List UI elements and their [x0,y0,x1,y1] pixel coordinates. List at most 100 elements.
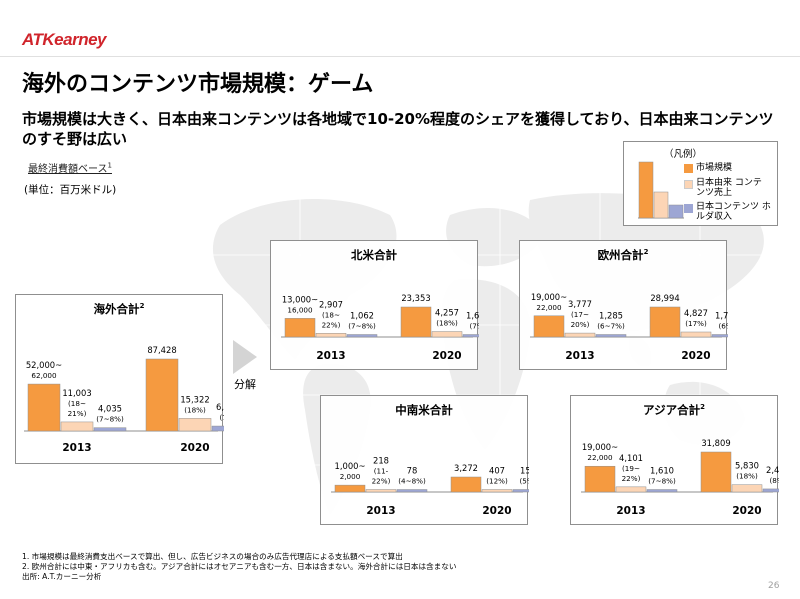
page-number: 26 [768,581,780,591]
bar-japan-holder-2020 [711,334,728,338]
category-label-2013: 2013 [62,442,91,454]
data-label-market-2013: 19,000~ 22,000 [531,292,567,312]
legend-sample-holder-bar [668,204,684,219]
data-label-japan-holder-2020: 6,004(7%) [216,402,224,422]
bar-japan-holder-2013 [93,427,127,432]
panel-title-text: 北米合計 [351,248,397,262]
panel-title-text: アジア合計 [643,403,701,417]
category-label-2020: 2020 [732,505,761,517]
page-title: 海外のコンテンツ市場規模：ゲーム [22,72,374,97]
category-label-2013: 2013 [366,505,395,517]
category-label-2013: 2013 [316,350,345,362]
data-label-market-2013: 13,000~ 16,000 [282,294,318,314]
data-label-japan-origin-2020: 4,257 (18%) [435,308,459,328]
company-logo: ATKearney [22,30,107,49]
bar-chart-latin-america: 1,000~ 2,000 218 (11-22%) 78 (4~8%) 2013 3,272 4… [331,456,529,517]
footnote-1: 1. 市場規模は最終消費支出ベースで算出、但し、広告ビジネスの場合のみ広告代理店… [22,552,403,561]
bar-japan-origin-2013 [365,489,397,493]
category-label-2020: 2020 [681,350,710,362]
bar-japan-origin-2013 [564,332,596,338]
bar-japan-origin-2013 [60,421,94,432]
legend-box: （凡例） 市場規模 日本由来 コンテンツ売上 日本コンテンツ ホルダ収入 [623,141,778,226]
panel-asia: アジア合計2 19,000~ 22,000 4,101 (19~ 22%) 1,610 (7… [570,395,779,525]
decompose-arrow-icon [233,340,257,374]
data-label-market-2020: 23,353 [401,293,430,303]
bar-market-2020 [400,306,432,338]
data-label-japan-origin-2020: 4,827 (17%) [684,308,708,328]
header-divider [0,56,800,57]
panel-title: 北米合計 [271,247,477,263]
legend-label-holder: 日本コンテンツ ホルダ収入 [696,202,771,222]
data-label-market-2013: 19,000~ 22,000 [582,442,618,462]
basis-label: 最終消費額ベース1 [28,160,112,175]
footnotes: 1. 市場規模は最終消費支出ベースで算出、但し、広告ビジネスの場合のみ広告代理店… [22,552,456,582]
panel-north-america: 北米合計 13,000~ 16,000 2,907 (18~ 22%) 1,062 (7~8… [270,240,479,370]
data-label-market-2020: 28,994 [650,293,679,303]
bar-japan-origin-2020 [178,418,212,432]
legend-label-market: 市場規模 [696,163,733,173]
data-label-japan-origin-2020: 15,322 (18%) [180,394,209,414]
data-label-japan-holder-2013: 4,035 (7~8%) [96,404,124,424]
bar-market-2013 [533,315,565,338]
decompose-label: 分解 [234,378,256,391]
data-label-market-2020: 31,809 [701,438,730,448]
data-label-japan-origin-2020: 407 (12%) [486,466,508,486]
legend-label-origin: 日本由来 コンテンツ売上 [696,178,762,198]
data-label-japan-origin-2013: 4,101 (19~ 22%) [619,453,643,483]
bar-market-2013 [584,465,616,493]
bar-japan-origin-2020 [680,331,712,338]
category-label-2020: 2020 [180,442,209,454]
panel-overseas: 海外合計2 52,000~ 62,000 11,003 (18~ 21%) 4,035 (7… [15,294,224,464]
legend-swatch-origin [684,180,693,189]
data-label-japan-holder-2013: 1,062 (7~8%) [348,311,376,331]
panel-title: 欧州合計2 [520,247,726,263]
bar-japan-origin-2013 [315,333,347,338]
bar-japan-holder-2020 [512,489,529,493]
footnote-source: 出所: A.T.カーニー分析 [22,572,102,581]
panel-latin-america: 中南米合計 1,000~ 2,000 218 (11-22%) 78 (4~8%) 2013… [320,395,529,525]
panel-title-note: 2 [700,403,705,412]
legend-sample-origin-bar [653,191,669,219]
bar-market-2020 [450,476,482,493]
data-label-japan-origin-2013: 218 (11-22%) [372,456,391,486]
legend-swatch-market [684,164,693,173]
data-label-japan-holder-2013: 78 (4~8%) [398,466,426,486]
bar-japan-holder-2020 [462,334,479,338]
legend-sample-market-bar [638,161,654,219]
data-label-market-2013: 52,000~ 62,000 [26,360,62,380]
page-subtitle: 市場規模は大きく、日本由来コンテンツは各地域で10-20%程度のシェアを獲得して… [22,110,774,148]
bar-japan-holder-2013 [595,334,627,338]
legend-title: （凡例） [664,149,703,160]
data-label-market-2013: 1,000~ 2,000 [335,461,366,481]
data-label-japan-origin-2013: 2,907 (18~ 22%) [319,299,343,329]
bar-japan-origin-2020 [731,484,763,493]
basis-note-mark: 1 [107,161,112,170]
data-label-japan-origin-2013: 11,003 (18~ 21%) [62,388,91,418]
data-label-japan-origin-2013: 3,777 (17~ 20%) [568,299,592,329]
data-label-japan-origin-2020: 5,830 (18%) [735,461,759,481]
panel-title-text: 海外合計 [93,302,140,316]
bar-japan-origin-2020 [481,489,513,493]
panel-title-text: 欧州合計 [597,248,644,262]
data-label-japan-holder-2020: 2,444(8%) [766,465,779,485]
bar-japan-holder-2013 [346,334,378,338]
bar-japan-holder-2020 [211,425,224,432]
legend-swatch-holder [684,204,693,213]
bar-chart-asia: 19,000~ 22,000 4,101 (19~ 22%)1,610 (7~8%) 201… [581,438,779,517]
data-label-japan-holder-2013: 1,610 (7~8%) [648,466,676,486]
data-label-market-2020: 87,428 [147,345,176,355]
panel-title-note: 2 [139,302,145,311]
unit-label: (単位：百万米ドル) [24,184,117,196]
bar-chart-europe: 19,000~ 22,000 3,777 (17~ 20%)1,285 (6~7%) 201… [530,292,728,362]
panel-europe: 欧州合計2 19,000~ 22,000 3,777 (17~ 20%) 1,285 (6~… [519,240,728,370]
basis-text: 最終消費額ベース [28,164,108,175]
panel-title-text: 中南米合計 [395,403,453,417]
category-label-2020: 2020 [432,350,461,362]
category-label-2013: 2013 [565,350,594,362]
bar-japan-holder-2020 [762,488,779,493]
panel-title-note: 2 [643,248,649,257]
bar-japan-holder-2013 [646,489,678,493]
panel-title: 海外合計2 [16,301,222,317]
